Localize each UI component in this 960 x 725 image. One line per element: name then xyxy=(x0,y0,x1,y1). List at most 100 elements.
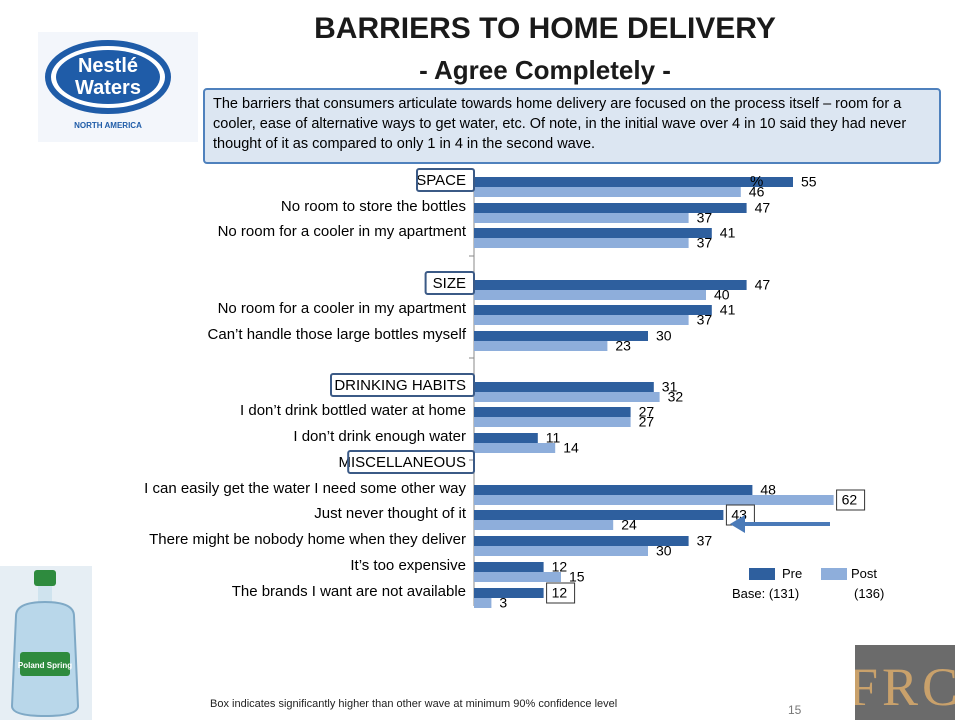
section-header-box xyxy=(416,168,475,192)
category-label: No room for a cooler in my apartment xyxy=(218,223,467,240)
data-label-pre: 48 xyxy=(760,482,776,498)
frc-logo-text: FRC xyxy=(855,657,955,717)
section-header-box xyxy=(424,271,476,295)
data-label-post: 46 xyxy=(749,184,765,200)
data-label-post: 32 xyxy=(668,389,684,405)
arrow-icon xyxy=(730,515,830,533)
data-label-post: 24 xyxy=(621,517,637,533)
category-label: No room for a cooler in my apartment xyxy=(218,300,467,317)
nestle-waters-logo: Nestlé Waters NORTH AMERICA xyxy=(38,32,198,142)
unit-label: % xyxy=(750,173,763,190)
legend-base-pre: Base: (131) xyxy=(732,586,800,601)
legend-base-post: (136) xyxy=(854,586,885,601)
significance-box xyxy=(546,582,576,604)
data-label-pre: 47 xyxy=(755,277,771,293)
bar-pre xyxy=(474,588,544,598)
data-label-pre: 11 xyxy=(546,430,561,446)
data-label-post: 37 xyxy=(697,312,713,328)
logo-line2: Waters xyxy=(75,77,141,99)
section-header-misc: MISCELLANEOUS xyxy=(338,454,466,471)
category-label: SPACE xyxy=(416,172,466,189)
category-label: DRINKING HABITS xyxy=(334,377,466,394)
data-label-post: 62 xyxy=(842,492,858,508)
data-label-pre: 31 xyxy=(662,379,678,395)
page-title: BARRIERS TO HOME DELIVERY xyxy=(314,12,776,45)
legend-swatch-post xyxy=(821,568,847,580)
data-label-post: 15 xyxy=(569,569,585,585)
data-label-post: 23 xyxy=(615,338,631,354)
bar-pre xyxy=(474,510,724,520)
callout-box: The barriers that consumers articulate t… xyxy=(203,88,941,164)
frc-logo: FRC xyxy=(848,645,958,720)
data-label-post: 27 xyxy=(639,414,655,430)
bar-post xyxy=(474,417,631,427)
data-label-pre: 47 xyxy=(755,200,771,216)
category-label: I can easily get the water I need some o… xyxy=(144,480,466,497)
footnote: Box indicates significantly higher than … xyxy=(210,698,618,710)
water-bottle-graphic: Poland Spring xyxy=(10,570,80,718)
bar-pre xyxy=(474,280,747,290)
nestle-waters-logo-graphic: Nestlé Waters NORTH AMERICA xyxy=(45,40,171,130)
legend: Pre Post Base: (131) (136) xyxy=(730,566,930,606)
category-label: Can’t handle those large bottles myself xyxy=(208,326,467,343)
data-label-pre: 55 xyxy=(801,174,817,190)
category-label: I don’t drink enough water xyxy=(293,428,466,445)
data-label-pre: 41 xyxy=(720,302,736,318)
bar-pre xyxy=(474,433,538,443)
bar-post xyxy=(474,392,660,402)
frc-logo-graphic: FRC xyxy=(848,657,958,717)
bar-post xyxy=(474,315,689,325)
bar-post xyxy=(474,238,689,248)
chart-marks: SPACE 55 46 No room to store the bottles 47 3… xyxy=(144,168,866,611)
legend-label-pre: Pre xyxy=(782,566,803,581)
legend-label-post: Post xyxy=(851,566,878,581)
bar-post xyxy=(474,520,614,530)
bar-pre xyxy=(474,305,712,315)
page-number: 15 xyxy=(788,703,802,717)
category-label: The brands I want are not available xyxy=(232,583,466,600)
bar-post xyxy=(474,213,689,223)
significance-box xyxy=(836,489,866,511)
bar-post xyxy=(474,187,741,197)
bar-post xyxy=(474,572,561,582)
data-label-pre: 12 xyxy=(552,559,568,575)
bar-post xyxy=(474,443,556,453)
legend-swatch-pre xyxy=(749,568,775,580)
bar-post xyxy=(474,341,608,351)
data-label-post: 40 xyxy=(714,287,730,303)
bar-pre xyxy=(474,203,747,213)
bar-pre xyxy=(474,382,654,392)
bar-pre xyxy=(474,331,648,341)
data-label-pre: 41 xyxy=(720,225,736,241)
bar-pre xyxy=(474,485,753,495)
category-label: Just never thought of it xyxy=(314,505,467,522)
data-label-pre: 12 xyxy=(552,585,568,601)
data-label-post: 3 xyxy=(499,595,507,611)
bar-post xyxy=(474,598,492,608)
water-bottle-image: Poland Spring xyxy=(0,566,92,720)
bar-post xyxy=(474,290,706,300)
logo-line3: NORTH AMERICA xyxy=(74,121,142,130)
category-label: There might be nobody home when they del… xyxy=(149,531,466,548)
category-label: It’s too expensive xyxy=(350,557,466,574)
bar-pre xyxy=(474,562,544,572)
category-label: I don’t drink bottled water at home xyxy=(240,402,466,419)
data-label-post: 30 xyxy=(656,543,672,559)
bar-pre xyxy=(474,407,631,417)
bottle-label: Poland Spring xyxy=(18,661,72,670)
data-label-pre: 37 xyxy=(697,533,713,549)
data-label-post: 14 xyxy=(563,440,579,456)
bar-post xyxy=(474,546,648,556)
page-subtitle: - Agree Completely - xyxy=(419,55,671,85)
category-label: No room to store the bottles xyxy=(281,198,466,215)
section-header-box xyxy=(347,450,476,474)
logo-line1: Nestlé xyxy=(78,55,138,77)
data-label-post: 37 xyxy=(697,235,713,251)
data-label-pre: 30 xyxy=(656,328,672,344)
bar-pre xyxy=(474,536,689,546)
bar-pre xyxy=(474,228,712,238)
data-label-post: 37 xyxy=(697,210,713,226)
category-label: SIZE xyxy=(433,275,466,292)
data-label-pre: 27 xyxy=(639,404,655,420)
